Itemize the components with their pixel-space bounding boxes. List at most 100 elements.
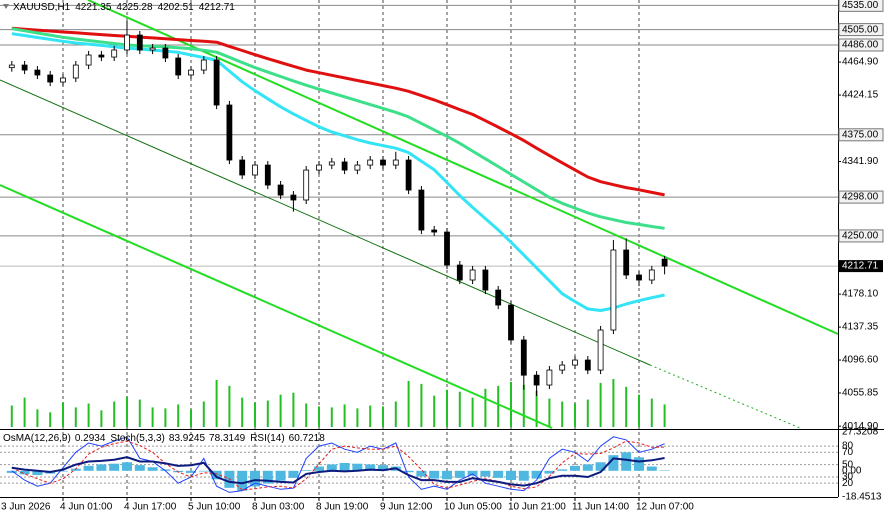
current-price-label: 4212.71 [842, 261, 879, 272]
osma-bar [58, 470, 68, 472]
osma-bar [211, 470, 222, 480]
moving-average [11, 32, 665, 312]
volume-bar [138, 399, 141, 427]
candle-body [162, 47, 169, 59]
y-tick-label: 4055.85 [842, 388, 879, 399]
level-label: 4298.00 [842, 192, 879, 203]
osma-bar [595, 462, 606, 471]
indicator-line [11, 456, 665, 487]
moving-average [11, 26, 665, 197]
volume-bar [164, 408, 167, 427]
symbol-header: XAUUSD,H1 4221.35 4225.28 4202.51 4212.71 [13, 2, 235, 13]
osma-bar [531, 470, 542, 479]
indicator-name: Stoch(5,3,3) [110, 433, 164, 444]
level-label-box [838, 23, 884, 37]
osma-bar [403, 470, 414, 473]
level-label-box [838, 38, 884, 52]
level-label-box [838, 190, 884, 204]
symbol-icon [3, 4, 9, 9]
osma-bar [147, 467, 158, 471]
candle-body [111, 49, 118, 58]
candle-body [341, 161, 348, 171]
osma-bar [557, 469, 568, 471]
candle-body [482, 269, 489, 291]
candle-body [444, 231, 450, 266]
indicator-value: 0.2934 [75, 433, 106, 444]
candle-body [34, 69, 41, 76]
candle-body [623, 249, 630, 276]
trendline [87, 0, 839, 335]
osma-bar [122, 462, 132, 471]
osma-bar [326, 464, 337, 471]
level-label: 4505.00 [842, 24, 879, 35]
x-tick-label: 4 Jun 01:00 [60, 502, 113, 513]
osma-bar [314, 466, 324, 471]
level-label: 4375.00 [842, 129, 879, 140]
osma-bar [467, 470, 478, 476]
osma-bar [582, 464, 593, 471]
candle-body [469, 269, 476, 281]
volume-bar [177, 404, 180, 427]
header-value: 4221.35 [75, 2, 112, 13]
candle-body [572, 359, 578, 366]
level-label: 4535.00 [842, 0, 879, 11]
volume-bar [74, 407, 77, 427]
volume-bar [202, 401, 205, 427]
indicator-layer [0, 431, 841, 498]
volume-bar [305, 403, 308, 427]
y-tick-label: 4178.10 [842, 289, 879, 300]
osma-bar [109, 463, 120, 471]
osma-bar [250, 470, 260, 487]
level-label-box [838, 229, 884, 243]
x-tick-label: 8 Jun 03:00 [252, 502, 305, 513]
volume-bar [369, 405, 372, 427]
y-tick-label: 4014.90 [842, 421, 879, 432]
candle-body [175, 57, 182, 76]
volume-bar [650, 398, 653, 427]
candle-body [8, 64, 15, 69]
osma-bar [621, 452, 632, 471]
candle-body [303, 169, 310, 201]
level-label-box [838, 0, 884, 12]
volume-bar [10, 405, 13, 427]
osma-bar [416, 470, 427, 477]
indicator-tick-label: 27.3208 [842, 427, 879, 438]
volume-bar [266, 400, 269, 427]
indicator-line [11, 436, 665, 493]
indicator-value: 78.3149 [209, 433, 246, 444]
x-tick-label: 8 Jun 19:00 [316, 502, 369, 513]
level-label: 4250.00 [842, 231, 879, 242]
volume-bar [394, 401, 397, 427]
volume-bar [663, 404, 666, 427]
volume-bar [343, 404, 346, 427]
indicator-value: 83.9245 [169, 433, 206, 444]
osma-bar [352, 463, 363, 471]
indicator-value: 60.7218 [289, 433, 326, 444]
x-tick-label: 3 Jun 2026 [1, 502, 51, 513]
volume-bar [382, 406, 384, 427]
volume-bar [254, 402, 256, 427]
header-value: 4202.51 [158, 2, 195, 13]
volume-bar [484, 388, 487, 427]
osma-bar [96, 464, 107, 471]
osma-bar [134, 465, 145, 471]
osma-bar [198, 470, 209, 472]
x-tick-label: 11 Jun 14:00 [572, 502, 630, 513]
volume-bar [113, 401, 116, 427]
volume-bar [561, 401, 564, 427]
osma-bar [70, 468, 81, 471]
volume-bar [279, 394, 282, 427]
candle-body [136, 34, 143, 51]
volume-bar [126, 396, 128, 427]
osma-bar [454, 470, 465, 478]
candle-body [367, 159, 374, 166]
candle-body [149, 47, 156, 51]
volume-bar [574, 403, 576, 427]
current-price-box [839, 260, 883, 273]
indicator-level-label: 50 [842, 459, 854, 470]
candle-body [72, 64, 79, 79]
indicator-name: OsMA(12,26,9) [3, 433, 71, 444]
trendline-projection [649, 364, 801, 429]
